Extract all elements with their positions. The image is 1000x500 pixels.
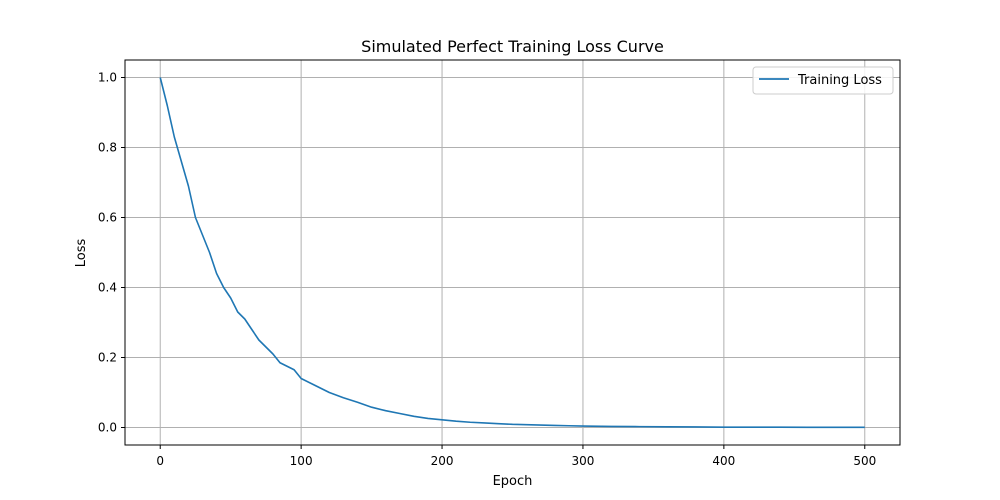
x-tick-label: 200: [431, 454, 454, 468]
x-axis-ticks: 0 100 200 300 400 500: [156, 445, 876, 468]
legend: Training Loss: [752, 66, 894, 95]
x-axis-label: Epoch: [493, 474, 533, 489]
series-line-training-loss: [159, 77, 865, 429]
y-tick-label: 0.2: [98, 351, 117, 365]
plot-lines: [159, 77, 865, 429]
y-tick-label: 0.6: [98, 211, 117, 225]
x-tick-label: 300: [572, 454, 595, 468]
x-tick-label: 500: [853, 454, 876, 468]
x-tick-label: 400: [712, 454, 735, 468]
legend-label-training-loss: Training Loss: [797, 73, 882, 88]
y-tick-label: 0.0: [98, 421, 117, 435]
y-tick-label: 1.0: [98, 71, 117, 85]
x-tick-label: 100: [290, 454, 313, 468]
y-axis-ticks: 0.0 0.2 0.4 0.6 0.8 1.0: [98, 71, 125, 435]
y-axis-label: Loss: [74, 239, 89, 268]
chart-title: Simulated Perfect Training Loss Curve: [361, 37, 664, 56]
legend-box: [752, 66, 894, 95]
y-tick-label: 0.8: [98, 141, 117, 155]
x-tick-label: 0: [156, 454, 164, 468]
y-tick-label: 0.4: [98, 281, 117, 295]
axes-frame: [124, 59, 901, 446]
